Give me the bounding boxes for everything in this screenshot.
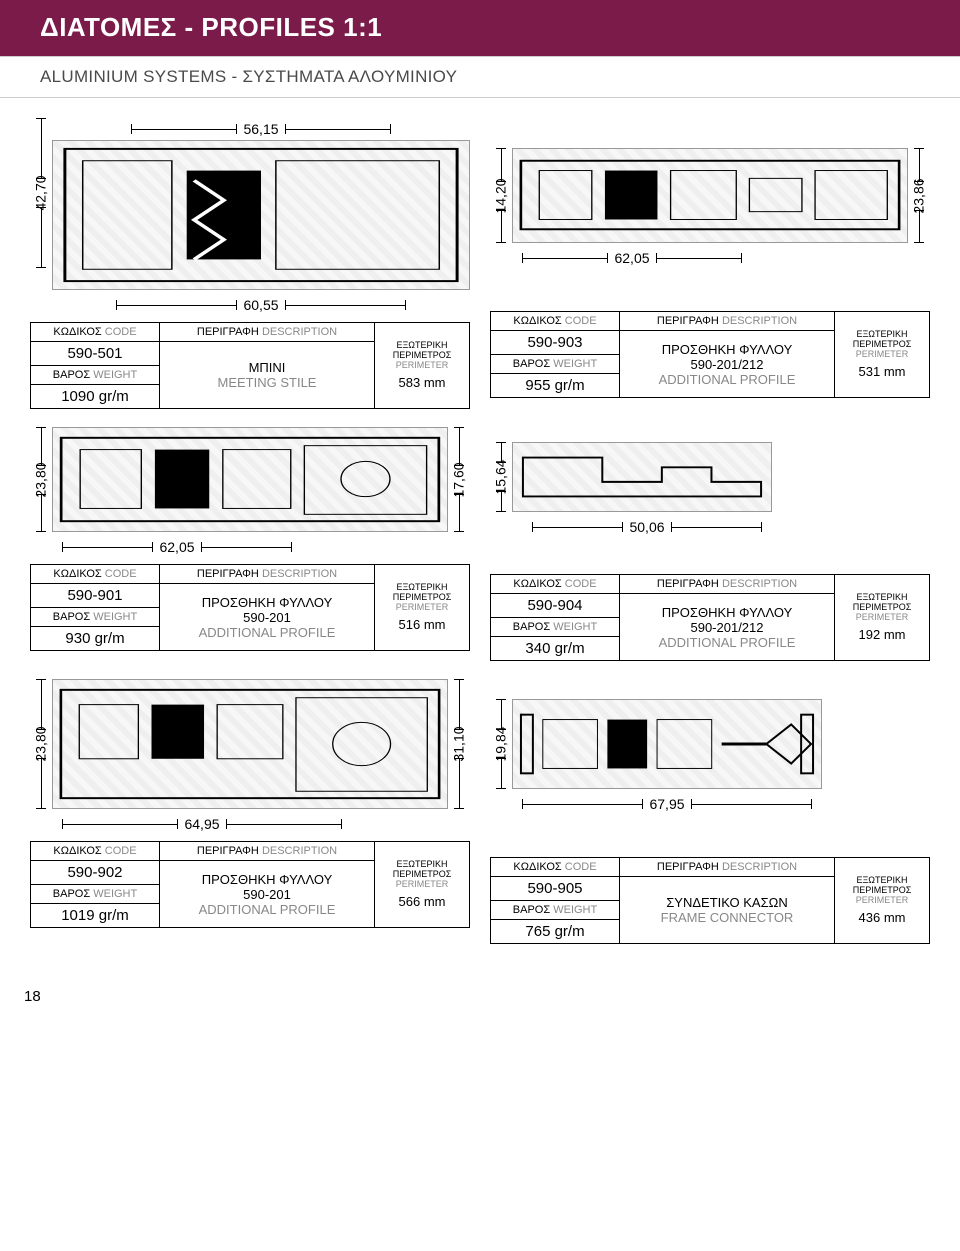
- dim-w2-501: 60,55: [237, 297, 284, 313]
- desc-en-904: ADDITIONAL PROFILE: [626, 635, 828, 650]
- perim-902: 566 mm: [381, 894, 463, 909]
- desc-sub-901: 590-201: [166, 610, 368, 625]
- code-902: 590-902: [30, 861, 160, 885]
- dim-w-901: 62,05: [153, 539, 200, 555]
- dim-hl-902: 23,80: [27, 726, 55, 761]
- spec-903: ΚΩΔΙΚΟΣ CODE 590-903 ΒΑΡΟΣ WEIGHT 955 gr…: [490, 311, 930, 398]
- drawing-905: [512, 699, 822, 789]
- perim-501: 583 mm: [381, 375, 463, 390]
- profile-590-901: 23,80 62,05: [30, 427, 470, 661]
- desc-en-902: ADDITIONAL PROFILE: [166, 902, 368, 917]
- desc-sub-903: 590-201/212: [626, 357, 828, 372]
- desc-en-905: FRAME CONNECTOR: [626, 910, 828, 925]
- profile-590-903: 14,20 62,05: [490, 118, 930, 409]
- profile-590-501: 42,70 56,15: [30, 118, 470, 409]
- weight-904: 340 gr/m: [490, 637, 620, 661]
- weight-905: 765 gr/m: [490, 920, 620, 944]
- header-band: ΔΙΑΤΟΜΕΣ - PROFILES 1:1: [0, 0, 960, 56]
- spec-902: ΚΩΔΙΚΟΣ CODE 590-902 ΒΑΡΟΣ WEIGHT 1019 g…: [30, 841, 470, 928]
- desc-gr-902: ΠΡΟΣΘΗΚΗ ΦΥΛΛΟΥ: [166, 872, 368, 887]
- dim-w-501: 56,15: [237, 121, 284, 137]
- profile-590-902: 23,80 64,95: [30, 679, 470, 944]
- desc-sub-904: 590-201/212: [626, 620, 828, 635]
- desc-en-901: ADDITIONAL PROFILE: [166, 625, 368, 640]
- drawing-904: [512, 442, 772, 512]
- weight-902: 1019 gr/m: [30, 904, 160, 928]
- row-2: 23,80 62,05: [30, 427, 930, 661]
- code-904: 590-904: [490, 594, 620, 618]
- spec-901: ΚΩΔΙΚΟΣ CODE 590-901 ΒΑΡΟΣ WEIGHT 930 gr…: [30, 564, 470, 651]
- code-905: 590-905: [490, 877, 620, 901]
- page-number: 18: [0, 982, 960, 1015]
- dim-w-904: 50,06: [623, 519, 670, 535]
- dim-hl-905: 19,84: [487, 726, 515, 761]
- code-901: 590-901: [30, 584, 160, 608]
- drawing-903: [512, 148, 908, 243]
- spec-905: ΚΩΔΙΚΟΣ CODE 590-905 ΒΑΡΟΣ WEIGHT 765 gr…: [490, 857, 930, 944]
- dim-hr-901: 17,60: [445, 462, 473, 497]
- code-903: 590-903: [490, 331, 620, 355]
- spec-501: ΚΩΔΙΚΟΣ CODE 590-501 ΒΑΡΟΣ WEIGHT 1090 g…: [30, 322, 470, 409]
- dim-w-905: 67,95: [643, 796, 690, 812]
- code-501: 590-501: [30, 342, 160, 366]
- desc-en-501: MEETING STILE: [166, 375, 368, 390]
- desc-gr-904: ΠΡΟΣΘΗΚΗ ΦΥΛΛΟΥ: [626, 605, 828, 620]
- dim-w-902: 64,95: [178, 816, 225, 832]
- desc-gr-903: ΠΡΟΣΘΗΚΗ ΦΥΛΛΟΥ: [626, 342, 828, 357]
- row-1: 42,70 56,15: [30, 118, 930, 409]
- header-subtitle: ALUMINIUM SYSTEMS - ΣΥΣΤΗΜΑΤΑ ΑΛΟΥΜΙΝΙΟΥ: [0, 56, 960, 98]
- dim-h-501: 42,70: [27, 175, 55, 210]
- perim-904: 192 mm: [841, 627, 923, 642]
- weight-901: 930 gr/m: [30, 627, 160, 651]
- perim-905: 436 mm: [841, 910, 923, 925]
- weight-501: 1090 gr/m: [30, 385, 160, 409]
- dim-hl-904: 15,64: [487, 459, 515, 494]
- desc-gr-905: ΣΥΝΔΕΤΙΚΟ ΚΑΣΩΝ: [626, 895, 828, 910]
- desc-en-903: ADDITIONAL PROFILE: [626, 372, 828, 387]
- drawing-901: [52, 427, 448, 532]
- dim-hr-902: 31,10: [445, 726, 473, 761]
- dim-hl-903: 14,20: [487, 178, 515, 213]
- dim-hl-901: 23,80: [27, 462, 55, 497]
- page-title: ΔΙΑΤΟΜΕΣ - PROFILES 1:1: [0, 0, 960, 43]
- perim-901: 516 mm: [381, 617, 463, 632]
- page-content: 42,70 56,15: [0, 98, 960, 982]
- desc-sub-902: 590-201: [166, 887, 368, 902]
- dim-w-903: 62,05: [608, 250, 655, 266]
- drawing-501: [52, 140, 470, 290]
- desc-gr-501: ΜΠΙΝΙ: [166, 360, 368, 375]
- spec-904: ΚΩΔΙΚΟΣ CODE 590-904 ΒΑΡΟΣ WEIGHT 340 gr…: [490, 574, 930, 661]
- desc-gr-901: ΠΡΟΣΘΗΚΗ ΦΥΛΛΟΥ: [166, 595, 368, 610]
- perim-903: 531 mm: [841, 364, 923, 379]
- row-3: 23,80 64,95: [30, 679, 930, 944]
- profile-590-905: 19,84: [490, 679, 930, 944]
- profile-590-904: 15,64 50,06 ΚΩΔΙΚΟΣ CODE 590-904: [490, 427, 930, 661]
- weight-903: 955 gr/m: [490, 374, 620, 398]
- drawing-902: [52, 679, 448, 809]
- dim-hr-903: 23,86: [905, 178, 933, 213]
